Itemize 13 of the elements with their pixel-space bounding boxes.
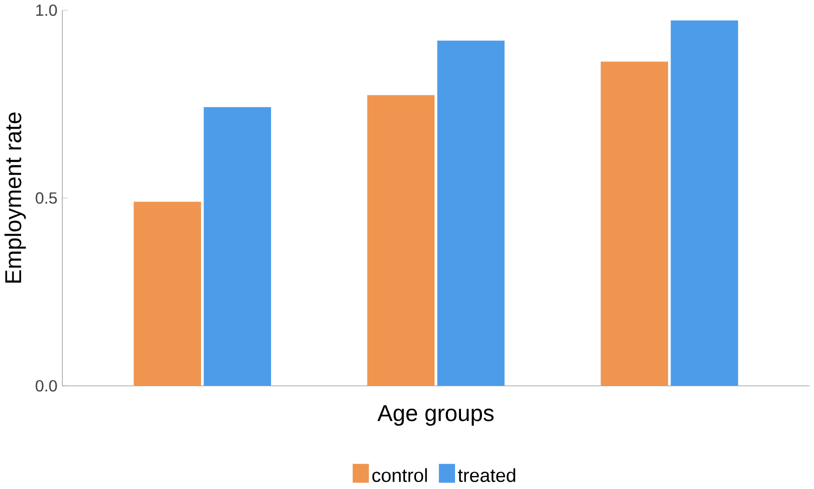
legend-label: treated xyxy=(458,468,516,482)
bar xyxy=(670,20,738,386)
y-tick-label: 0.0 xyxy=(36,380,57,392)
x-axis-title: Age groups xyxy=(377,405,494,426)
y-tick-label: 0.5 xyxy=(36,192,57,204)
legend-label: control xyxy=(372,468,427,482)
bar xyxy=(367,94,435,386)
bar xyxy=(600,62,668,386)
bar xyxy=(134,202,202,386)
y-axis-title: Employment rate xyxy=(4,112,26,283)
y-tick-label: 1.0 xyxy=(36,4,57,16)
bar xyxy=(204,106,272,386)
bar xyxy=(437,40,505,386)
